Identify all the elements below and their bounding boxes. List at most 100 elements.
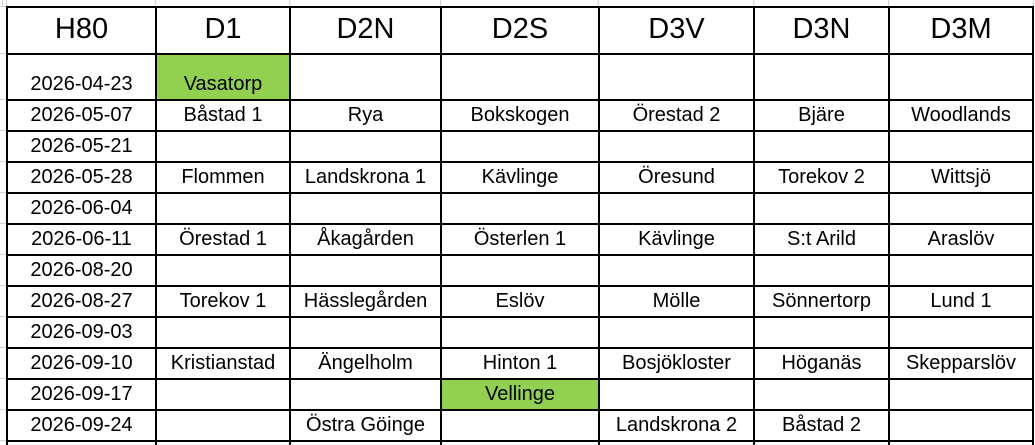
venue-cell[interactable]: Örestad 2 bbox=[598, 99, 755, 132]
venue-cell-highlighted[interactable]: Vasatorp bbox=[155, 53, 291, 101]
venue-cell-highlighted[interactable]: Vellinge bbox=[440, 378, 600, 411]
venue-cell[interactable]: Kristianstad bbox=[155, 347, 291, 380]
venue-cell[interactable] bbox=[440, 254, 600, 287]
venue-cell[interactable]: Båstad 1 bbox=[155, 99, 291, 132]
venue-cell[interactable]: Rya bbox=[289, 99, 442, 132]
venue-cell[interactable]: Båstad 2 bbox=[753, 409, 890, 442]
venue-cell[interactable]: Österlen 1 bbox=[440, 223, 600, 256]
venue-cell[interactable] bbox=[888, 130, 1034, 163]
venue-cell[interactable]: Kävlinge bbox=[440, 161, 600, 194]
venue-cell[interactable] bbox=[753, 192, 890, 225]
venue-cell[interactable]: Flommen bbox=[155, 161, 291, 194]
venue-cell[interactable]: Kävlinge bbox=[598, 223, 755, 256]
column-header-d3m[interactable]: D3M bbox=[888, 6, 1034, 55]
venue-cell[interactable] bbox=[753, 254, 890, 287]
empty-cell[interactable] bbox=[155, 440, 291, 445]
date-cell[interactable]: 2026-08-27 bbox=[6, 285, 157, 318]
venue-cell[interactable]: Wittsjö bbox=[888, 161, 1034, 194]
venue-cell[interactable] bbox=[598, 254, 755, 287]
schedule-table: H80 D1 D2N D2S D3V D3N D3M 2026-04-23 Vasatorp 2… bbox=[6, 6, 1034, 445]
venue-cell[interactable] bbox=[598, 130, 755, 163]
venue-cell[interactable] bbox=[289, 254, 442, 287]
column-header-d1[interactable]: D1 bbox=[155, 6, 291, 55]
venue-cell[interactable]: Landskrona 2 bbox=[598, 409, 755, 442]
column-header-h80[interactable]: H80 bbox=[6, 6, 157, 55]
empty-cell[interactable] bbox=[753, 440, 890, 445]
venue-cell[interactable] bbox=[888, 192, 1034, 225]
schedule-row: 2026-05-28 Flommen Landskrona 1 Kävlinge Öre… bbox=[6, 161, 1034, 194]
venue-cell[interactable] bbox=[598, 53, 755, 101]
date-cell[interactable]: 2026-08-20 bbox=[6, 254, 157, 287]
venue-cell[interactable] bbox=[155, 254, 291, 287]
venue-cell[interactable]: Araslöv bbox=[888, 223, 1034, 256]
venue-cell[interactable] bbox=[888, 409, 1034, 442]
venue-cell[interactable] bbox=[598, 192, 755, 225]
venue-cell[interactable] bbox=[289, 53, 442, 101]
venue-cell[interactable]: Åkagården bbox=[289, 223, 442, 256]
date-cell[interactable]: 2026-06-04 bbox=[6, 192, 157, 225]
venue-cell[interactable] bbox=[753, 378, 890, 411]
date-cell[interactable]: 2026-09-03 bbox=[6, 316, 157, 349]
venue-cell[interactable] bbox=[440, 53, 600, 101]
venue-cell[interactable] bbox=[598, 316, 755, 349]
venue-cell[interactable]: Hinton 1 bbox=[440, 347, 600, 380]
empty-cell[interactable] bbox=[888, 440, 1034, 445]
venue-cell[interactable] bbox=[155, 130, 291, 163]
venue-cell[interactable] bbox=[440, 409, 600, 442]
venue-cell[interactable]: Lund 1 bbox=[888, 285, 1034, 318]
date-cell[interactable]: 2026-06-11 bbox=[6, 223, 157, 256]
venue-cell[interactable]: Skepparslöv bbox=[888, 347, 1034, 380]
date-cell[interactable]: 2026-04-23 bbox=[6, 53, 157, 101]
venue-cell[interactable] bbox=[888, 378, 1034, 411]
venue-cell[interactable]: Mölle bbox=[598, 285, 755, 318]
venue-cell[interactable] bbox=[440, 316, 600, 349]
venue-cell[interactable]: Eslöv bbox=[440, 285, 600, 318]
venue-cell[interactable] bbox=[440, 192, 600, 225]
venue-cell[interactable] bbox=[888, 316, 1034, 349]
date-cell[interactable]: 2026-09-24 bbox=[6, 409, 157, 442]
venue-cell[interactable] bbox=[289, 130, 442, 163]
venue-cell[interactable] bbox=[753, 53, 890, 101]
venue-cell[interactable]: Bjäre bbox=[753, 99, 890, 132]
column-header-d2s[interactable]: D2S bbox=[440, 6, 600, 55]
empty-cell[interactable] bbox=[598, 440, 755, 445]
venue-cell[interactable] bbox=[888, 53, 1034, 101]
venue-cell[interactable] bbox=[155, 316, 291, 349]
venue-cell[interactable]: S:t Arild bbox=[753, 223, 890, 256]
venue-cell[interactable] bbox=[289, 192, 442, 225]
venue-cell[interactable]: Sönnertorp bbox=[753, 285, 890, 318]
venue-cell[interactable]: Örestad 1 bbox=[155, 223, 291, 256]
venue-cell[interactable] bbox=[155, 192, 291, 225]
venue-cell[interactable] bbox=[155, 378, 291, 411]
empty-cell[interactable] bbox=[440, 440, 600, 445]
venue-cell[interactable]: Östra Göinge bbox=[289, 409, 442, 442]
date-cell[interactable]: 2026-05-21 bbox=[6, 130, 157, 163]
venue-cell[interactable] bbox=[888, 254, 1034, 287]
venue-cell[interactable]: Öresund bbox=[598, 161, 755, 194]
venue-cell[interactable]: Bokskogen bbox=[440, 99, 600, 132]
venue-cell[interactable]: Hässlegården bbox=[289, 285, 442, 318]
venue-cell[interactable] bbox=[440, 130, 600, 163]
venue-cell[interactable] bbox=[753, 316, 890, 349]
date-cell[interactable]: 2026-05-07 bbox=[6, 99, 157, 132]
empty-cell[interactable] bbox=[289, 440, 442, 445]
venue-cell[interactable] bbox=[753, 130, 890, 163]
venue-cell[interactable] bbox=[598, 378, 755, 411]
venue-cell[interactable] bbox=[155, 409, 291, 442]
venue-cell[interactable]: Ängelholm bbox=[289, 347, 442, 380]
venue-cell[interactable]: Woodlands bbox=[888, 99, 1034, 132]
venue-cell[interactable]: Höganäs bbox=[753, 347, 890, 380]
column-header-d3v[interactable]: D3V bbox=[598, 6, 755, 55]
venue-cell[interactable]: Torekov 2 bbox=[753, 161, 890, 194]
venue-cell[interactable] bbox=[289, 316, 442, 349]
date-cell[interactable]: 2026-05-28 bbox=[6, 161, 157, 194]
venue-cell[interactable]: Bosjökloster bbox=[598, 347, 755, 380]
venue-cell[interactable]: Torekov 1 bbox=[155, 285, 291, 318]
column-header-d2n[interactable]: D2N bbox=[289, 6, 442, 55]
date-cell[interactable]: 2026-09-10 bbox=[6, 347, 157, 380]
venue-cell[interactable]: Landskrona 1 bbox=[289, 161, 442, 194]
date-cell[interactable]: 2026-09-17 bbox=[6, 378, 157, 411]
empty-cell[interactable] bbox=[6, 440, 157, 445]
column-header-d3n[interactable]: D3N bbox=[753, 6, 890, 55]
venue-cell[interactable] bbox=[289, 378, 442, 411]
